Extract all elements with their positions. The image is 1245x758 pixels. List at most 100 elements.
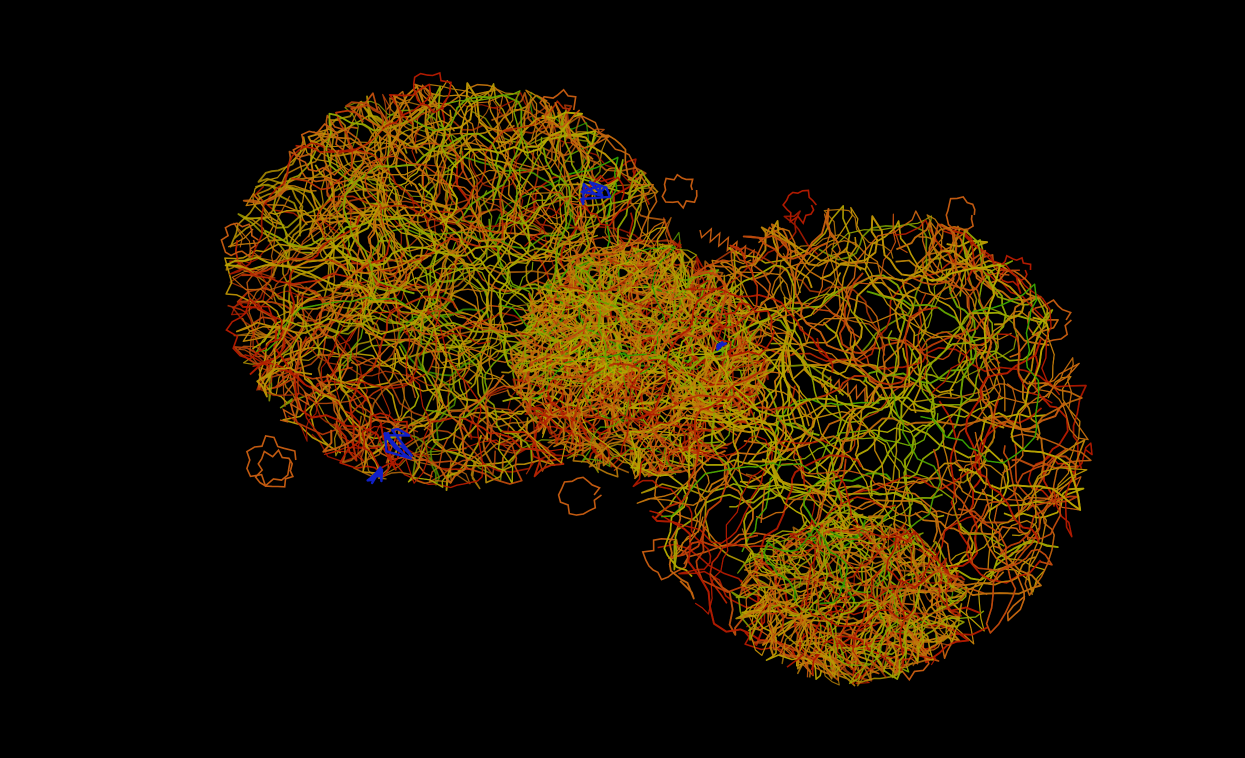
left-lobe-trace: [235, 249, 356, 322]
left-lobe-trace: [394, 324, 456, 431]
left-lobe: [224, 80, 687, 492]
bridge-trace: [576, 376, 680, 471]
bridge-trace: [514, 252, 704, 369]
right-lobe-trace: [704, 321, 921, 537]
left-lobe-trace: [500, 110, 624, 225]
left-lobe-trace: [365, 190, 493, 284]
right-lobe-tail-trace: [731, 585, 792, 641]
left-lobe-trace: [322, 374, 505, 484]
right-lobe-tail-trace: [799, 607, 840, 686]
left-lobe-trace: [541, 147, 572, 305]
right-lobe-trace: [796, 206, 990, 421]
left-lobe-trace: [364, 155, 596, 234]
helix-segment: [699, 227, 764, 265]
left-lobe-trace: [256, 296, 408, 352]
left-lobe-trace: [249, 203, 419, 433]
right-lobe-trace: [662, 226, 849, 390]
right-lobe-tail-trace: [759, 537, 867, 617]
right-lobe-tail-trace: [839, 583, 923, 680]
right-lobe-tail-trace: [879, 525, 948, 639]
right-lobe-trace: [742, 234, 827, 262]
right-lobe-trace: [920, 283, 1040, 464]
right-lobe-trace: [649, 439, 839, 544]
surface-loop: [220, 222, 259, 259]
left-lobe-trace: [525, 89, 619, 220]
right-lobe-trace: [766, 378, 945, 518]
right-lobe-tail-trace: [848, 616, 897, 685]
left-lobe-trace: [350, 92, 481, 213]
right-lobe-trace: [634, 287, 834, 421]
right-lobe-trace: [982, 334, 1083, 431]
right-lobe-tail-trace: [739, 566, 916, 620]
right-lobe-tail-trace: [763, 526, 849, 605]
right-lobe-trace: [1002, 362, 1080, 474]
right-lobe-trace: [881, 260, 1013, 406]
right-lobe-trace: [755, 431, 988, 520]
right-lobe-trace: [752, 411, 1005, 547]
ligand-left: [383, 427, 413, 460]
right-lobe-trace: [821, 359, 1005, 451]
bridge-trace: [619, 292, 767, 371]
bridge-trace: [610, 300, 722, 468]
left-lobe-trace: [378, 239, 533, 462]
left-lobe-trace: [301, 114, 367, 185]
right-lobe-trace: [750, 226, 892, 326]
left-lobe-trace: [279, 255, 375, 328]
right-lobe-tail-trace: [774, 522, 919, 581]
right-lobe-trace: [770, 330, 898, 424]
right-lobe-trace: [794, 208, 916, 390]
right-lobe-trace: [958, 316, 1082, 511]
bridge-trace: [516, 252, 664, 429]
right-lobe-tail-trace: [809, 513, 864, 658]
right-lobe-trace: [914, 226, 969, 282]
ligand-center: [716, 341, 727, 351]
right-lobe-trace: [957, 455, 1079, 524]
left-lobe-trace: [412, 385, 583, 485]
right-lobe-tail-trace: [830, 556, 930, 676]
right-lobe-trace: [1053, 442, 1093, 538]
right-lobe-trace: [928, 333, 1053, 404]
bridge-trace: [556, 253, 696, 311]
right-lobe-trace: [748, 348, 829, 463]
left-lobe-trace: [496, 127, 518, 262]
right-lobe-trace: [980, 320, 1066, 431]
left-lobe-trace: [242, 301, 341, 342]
right-lobe-trace: [745, 338, 794, 465]
ligand-left-tail: [366, 466, 384, 485]
left-lobe-trace: [237, 177, 390, 357]
left-lobe-trace: [430, 416, 565, 478]
left-lobe-trace: [231, 259, 377, 437]
bridge-trace: [572, 252, 697, 312]
bridge-trace: [515, 328, 682, 351]
bridge-trace: [580, 376, 677, 475]
left-lobe-trace: [249, 214, 361, 376]
right-lobe-trace: [654, 358, 766, 520]
right-lobe-trace: [819, 215, 1025, 326]
left-lobe-trace: [353, 416, 453, 485]
right-lobe-trace: [791, 486, 907, 593]
right-lobe-trace: [908, 223, 987, 295]
right-lobe-trace: [1003, 445, 1061, 540]
right-lobe-trace: [684, 210, 819, 291]
surface-loop: [945, 195, 976, 231]
left-lobe-trace: [501, 111, 607, 374]
bridge-trace: [555, 268, 692, 343]
red-loop: [885, 530, 939, 588]
left-lobe-trace: [414, 82, 620, 193]
right-lobe-trace: [708, 271, 892, 405]
red-loop: [577, 174, 631, 227]
right-lobe-tail-trace: [774, 529, 872, 622]
right-lobe-trace: [932, 448, 1053, 634]
right-lobe-trace: [707, 223, 796, 385]
left-lobe-trace: [252, 229, 441, 350]
bridge-trace: [522, 257, 579, 318]
right-lobe-trace: [645, 325, 722, 385]
right-lobe-trace: [815, 347, 910, 486]
right-lobe-trace: [745, 473, 876, 598]
left-lobe-trace: [513, 108, 601, 285]
left-lobe-trace: [467, 182, 601, 384]
right-lobe-trace: [734, 391, 934, 418]
left-lobe-trace: [280, 254, 432, 275]
bridge-trace: [522, 332, 605, 374]
